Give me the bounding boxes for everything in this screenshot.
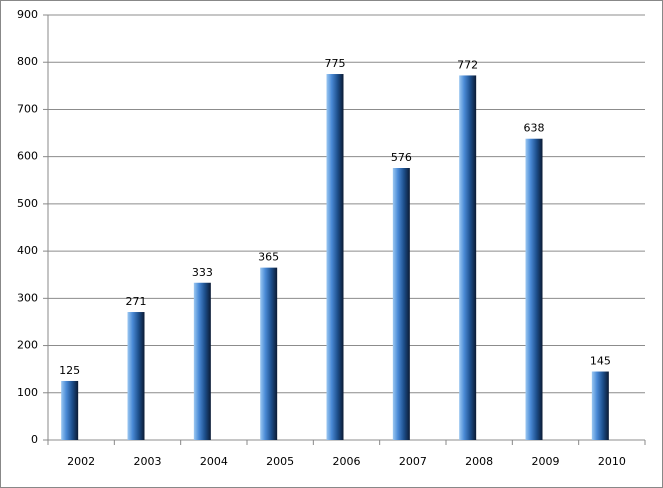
x-tick-label: 2007 bbox=[399, 455, 427, 468]
x-tick-label: 2004 bbox=[200, 455, 228, 468]
bar bbox=[260, 267, 278, 440]
data-label: 145 bbox=[590, 355, 611, 368]
bar bbox=[61, 380, 79, 440]
data-label: 125 bbox=[59, 364, 80, 377]
x-tick-label: 2005 bbox=[266, 455, 294, 468]
bar bbox=[459, 75, 477, 440]
bar bbox=[392, 168, 410, 440]
x-tick-label: 2009 bbox=[532, 455, 560, 468]
x-tick-label: 2002 bbox=[67, 455, 95, 468]
bar bbox=[591, 371, 609, 440]
data-label: 775 bbox=[325, 57, 346, 70]
data-label: 271 bbox=[126, 295, 147, 308]
y-tick-label: 300 bbox=[17, 291, 38, 304]
bar bbox=[525, 138, 543, 440]
y-tick-label: 600 bbox=[17, 150, 38, 163]
data-label: 365 bbox=[258, 251, 279, 264]
x-tick-label: 2003 bbox=[134, 455, 162, 468]
y-tick-label: 800 bbox=[17, 55, 38, 68]
data-label: 333 bbox=[192, 266, 213, 279]
y-tick-label: 400 bbox=[17, 244, 38, 257]
data-label: 576 bbox=[391, 151, 412, 164]
x-tick-label: 2010 bbox=[598, 455, 626, 468]
bar bbox=[326, 74, 344, 441]
y-tick-label: 0 bbox=[31, 433, 38, 446]
x-tick-label: 2008 bbox=[465, 455, 493, 468]
bar bbox=[193, 282, 211, 440]
y-tick-label: 700 bbox=[17, 102, 38, 115]
bar bbox=[127, 312, 145, 440]
y-tick-label: 100 bbox=[17, 386, 38, 399]
y-tick-label: 900 bbox=[17, 8, 38, 21]
data-label: 772 bbox=[457, 58, 478, 71]
y-tick-label: 200 bbox=[17, 339, 38, 352]
y-tick-label: 500 bbox=[17, 197, 38, 210]
data-label: 638 bbox=[524, 122, 545, 135]
x-tick-label: 2006 bbox=[333, 455, 361, 468]
